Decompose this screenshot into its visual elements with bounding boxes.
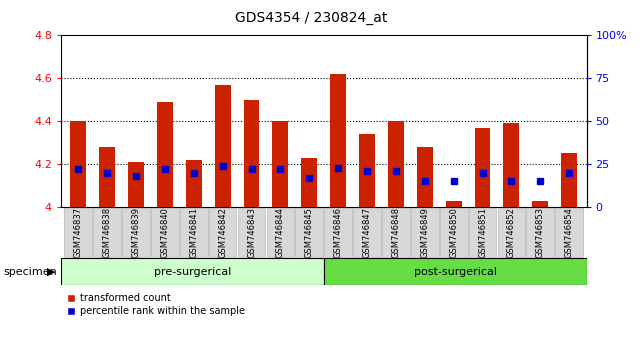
Bar — [244, 100, 260, 207]
Bar — [215, 85, 231, 207]
Text: GSM746851: GSM746851 — [478, 207, 487, 258]
Text: GSM746850: GSM746850 — [449, 207, 458, 258]
Bar — [469, 208, 496, 257]
Bar — [526, 208, 554, 257]
Text: GSM746847: GSM746847 — [363, 207, 372, 258]
Text: GSM746854: GSM746854 — [565, 207, 574, 258]
Text: post-surgerical: post-surgerical — [413, 267, 497, 277]
Text: GSM746844: GSM746844 — [276, 207, 285, 258]
Bar — [474, 128, 490, 207]
Bar — [388, 121, 404, 207]
Text: GSM746846: GSM746846 — [334, 207, 343, 258]
Bar — [64, 208, 92, 257]
Text: GSM746843: GSM746843 — [247, 207, 256, 258]
Bar — [61, 258, 324, 285]
Text: GSM746852: GSM746852 — [507, 207, 516, 258]
Bar — [324, 258, 587, 285]
Text: GSM746845: GSM746845 — [304, 207, 313, 258]
Text: GSM746840: GSM746840 — [160, 207, 169, 258]
Text: GSM746853: GSM746853 — [536, 207, 545, 258]
Bar — [330, 74, 346, 207]
Bar — [503, 124, 519, 207]
Bar — [353, 208, 381, 257]
Text: GSM746841: GSM746841 — [189, 207, 198, 258]
Bar — [382, 208, 410, 257]
Bar — [562, 153, 577, 207]
Bar — [128, 162, 144, 207]
Bar — [71, 121, 86, 207]
Bar — [267, 208, 294, 257]
Legend: transformed count, percentile rank within the sample: transformed count, percentile rank withi… — [66, 293, 246, 316]
Text: pre-surgerical: pre-surgerical — [154, 267, 231, 277]
Text: GSM746839: GSM746839 — [131, 207, 140, 258]
Bar — [296, 208, 323, 257]
Bar — [238, 208, 265, 257]
Bar — [533, 201, 548, 207]
Bar — [359, 134, 375, 207]
Bar — [151, 208, 179, 257]
Text: specimen: specimen — [3, 267, 57, 277]
Bar — [411, 208, 438, 257]
Bar — [417, 147, 433, 207]
Bar — [99, 147, 115, 207]
Bar — [157, 102, 173, 207]
Text: GSM746849: GSM746849 — [420, 207, 429, 258]
Bar — [93, 208, 121, 257]
Bar — [272, 121, 288, 207]
Text: GSM746842: GSM746842 — [218, 207, 227, 258]
Bar — [180, 208, 208, 257]
Bar — [497, 208, 525, 257]
Text: GDS4354 / 230824_at: GDS4354 / 230824_at — [235, 11, 387, 25]
Text: GSM746838: GSM746838 — [103, 207, 112, 258]
Text: GSM746848: GSM746848 — [392, 207, 401, 258]
Bar — [445, 201, 462, 207]
Bar — [186, 160, 202, 207]
Text: ▶: ▶ — [47, 267, 55, 277]
Bar — [122, 208, 150, 257]
Bar — [555, 208, 583, 257]
Text: GSM746837: GSM746837 — [74, 207, 83, 258]
Bar — [440, 208, 467, 257]
Bar — [324, 208, 352, 257]
Bar — [209, 208, 237, 257]
Bar — [301, 158, 317, 207]
